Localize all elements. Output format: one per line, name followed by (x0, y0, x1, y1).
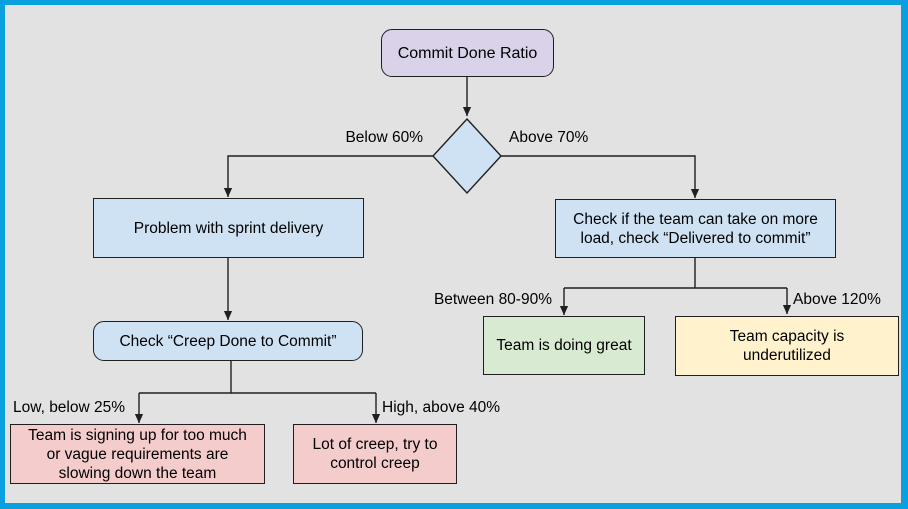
node-team-signing-up-too-much: Team is signing up for too much or vague… (10, 424, 265, 484)
edge-label-above-70: Above 70% (509, 129, 589, 146)
edge-label-between-80-90: Between 80-90% (433, 291, 552, 308)
node-lot-of-creep: Lot of creep, try to control creep (293, 424, 457, 484)
node-problem-with-sprint-delivery: Problem with sprint delivery (93, 198, 364, 258)
edge-label-high-above-40: High, above 40% (382, 399, 501, 416)
connector-lines (134, 77, 792, 424)
node-team-doing-great: Team is doing great (483, 316, 645, 375)
edge-label-low-below-25: Low, below 25% (13, 399, 126, 416)
node-commit-done-ratio: Commit Done Ratio (381, 29, 554, 77)
decision-diamond (432, 117, 502, 195)
edge-label-below-60: Below 60% (345, 129, 423, 146)
node-check-team-take-more-load: Check if the team can take on more load,… (555, 199, 836, 258)
edge-decision-to-problem (223, 155, 433, 198)
node-team-capacity-underutilized: Team capacity is underutilized (675, 316, 899, 376)
edge-label-above-120: Above 120% (793, 291, 881, 308)
edge-decision-to-check-load (501, 155, 700, 199)
node-check-creep-done-to-commit: Check “Creep Done to Commit” (93, 321, 363, 361)
